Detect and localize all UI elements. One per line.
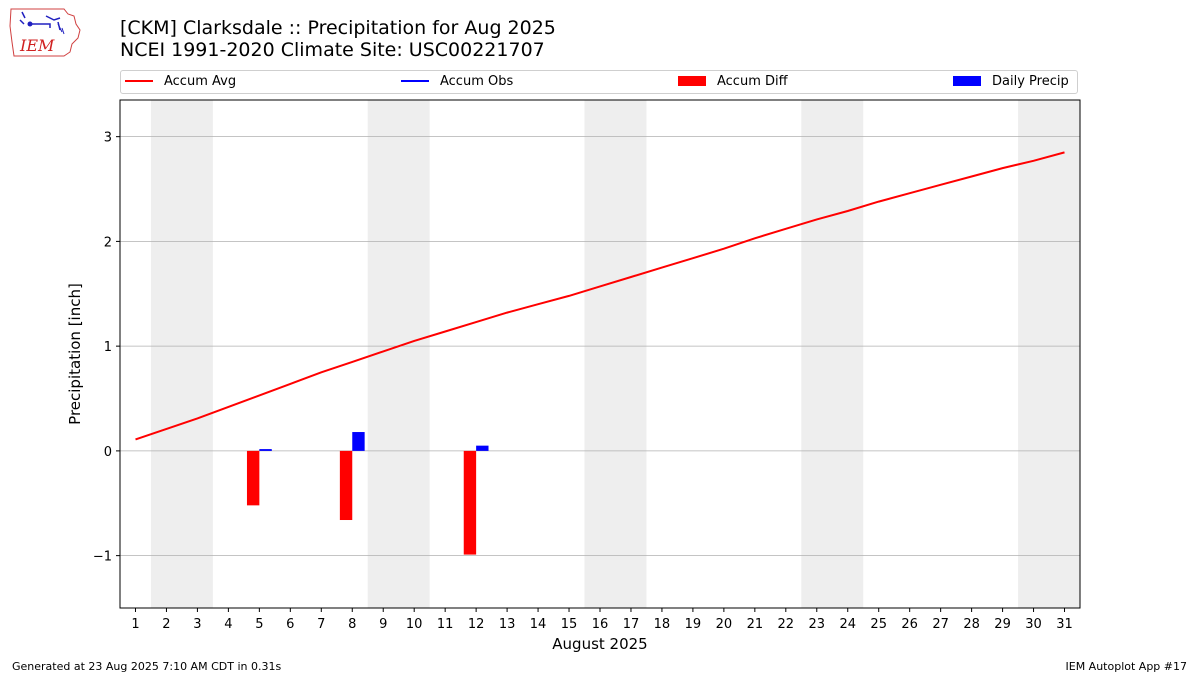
y-tick-label: 3 <box>104 131 112 146</box>
x-tick-label: 11 <box>437 617 454 632</box>
daily-precip-bar-day-8 <box>352 432 365 451</box>
plot-frame <box>119 99 1081 609</box>
x-tick-label: 12 <box>468 617 485 632</box>
x-tick-label: 1 <box>131 617 139 632</box>
x-tick-label: 22 <box>778 617 795 632</box>
x-tick-label: 2 <box>162 617 170 632</box>
legend-entry-accum-diff: Accum Diff <box>678 74 788 90</box>
y-tick-label: 0 <box>104 445 112 460</box>
y-tick-label: −1 <box>93 550 112 565</box>
chart-legend: Accum Avg Accum Obs Accum Diff Daily Pre… <box>120 70 1078 94</box>
x-tick-label: 25 <box>870 617 887 632</box>
x-tick-label: 13 <box>499 617 516 632</box>
bars <box>246 432 489 555</box>
iem-logo-graphic: IEM <box>9 8 81 57</box>
x-tick-label: 27 <box>932 617 949 632</box>
accum-diff-bar-day-8 <box>339 450 353 521</box>
x-tick-label: 19 <box>685 617 702 632</box>
legend-swatch-accum-avg <box>125 79 153 82</box>
legend-entry-daily-precip: Daily Precip <box>953 74 1069 90</box>
x-tick-label: 17 <box>623 617 640 632</box>
legend-label-accum-diff: Accum Diff <box>717 74 788 89</box>
legend-label-accum-avg: Accum Avg <box>164 74 237 89</box>
weekend-span-4 <box>801 100 864 608</box>
accum-diff-bar-day-12 <box>463 450 477 555</box>
accum-avg-line <box>135 151 1065 441</box>
lines <box>135 151 1065 451</box>
iem-logo: IEM <box>8 6 82 58</box>
weekend-span-5 <box>1018 100 1080 608</box>
y-axis-label: Precipitation [inch] <box>66 283 84 425</box>
x-tick-label: 31 <box>1056 617 1073 632</box>
legend-label-daily-precip: Daily Precip <box>992 74 1069 89</box>
legend-swatch-accum-obs <box>401 79 429 82</box>
x-tick-label: 21 <box>747 617 764 632</box>
x-tick-label: 5 <box>255 617 263 632</box>
x-tick-label: 16 <box>592 617 609 632</box>
legend-entry-accum-avg: Accum Avg <box>125 74 236 90</box>
x-tick-label: 4 <box>224 617 232 632</box>
x-tick-label: 15 <box>561 617 578 632</box>
x-tick-label: 26 <box>901 617 918 632</box>
x-tick-label: 8 <box>348 617 356 632</box>
x-tick-label: 28 <box>963 617 980 632</box>
x-tick-label: 9 <box>379 617 387 632</box>
app-label: IEM Autoplot App #17 <box>1065 660 1188 673</box>
x-axis-label: August 2025 <box>552 635 647 653</box>
y-tick-label: 1 <box>104 340 112 355</box>
legend-label-accum-obs: Accum Obs <box>440 74 514 89</box>
daily-precip-bar-day-5 <box>259 449 272 451</box>
chart-subtitle: NCEI 1991-2020 Climate Site: USC00221707 <box>120 39 545 61</box>
daily-precip-bar-day-12 <box>476 445 489 451</box>
x-tick-label: 18 <box>654 617 671 632</box>
x-tick-label: 29 <box>994 617 1011 632</box>
generated-timestamp: Generated at 23 Aug 2025 7:10 AM CDT in … <box>12 660 282 673</box>
x-tick-label: 24 <box>839 617 856 632</box>
legend-entry-accum-obs: Accum Obs <box>401 74 513 90</box>
x-tick-label: 23 <box>809 617 826 632</box>
x-tick-label: 6 <box>286 617 294 632</box>
weekend-shading <box>150 100 1080 608</box>
x-tick-label: 20 <box>716 617 733 632</box>
weekend-span-1 <box>150 100 213 608</box>
x-tick-label: 14 <box>530 617 547 632</box>
weekend-span-2 <box>367 100 430 608</box>
x-tick-label: 3 <box>193 617 201 632</box>
accum-diff-bar-day-5 <box>246 450 260 506</box>
weekend-span-3 <box>584 100 647 608</box>
legend-swatch-accum-diff <box>678 75 706 86</box>
x-tick-label: 30 <box>1025 617 1042 632</box>
x-tick-label: 7 <box>317 617 325 632</box>
grid-lines <box>120 136 1080 557</box>
legend-swatch-daily-precip <box>953 75 981 86</box>
chart-title: [CKM] Clarksdale :: Precipitation for Au… <box>120 17 556 39</box>
y-tick-label: 2 <box>104 235 112 250</box>
iem-logo-text: IEM <box>19 36 55 55</box>
x-tick-label: 10 <box>406 617 423 632</box>
